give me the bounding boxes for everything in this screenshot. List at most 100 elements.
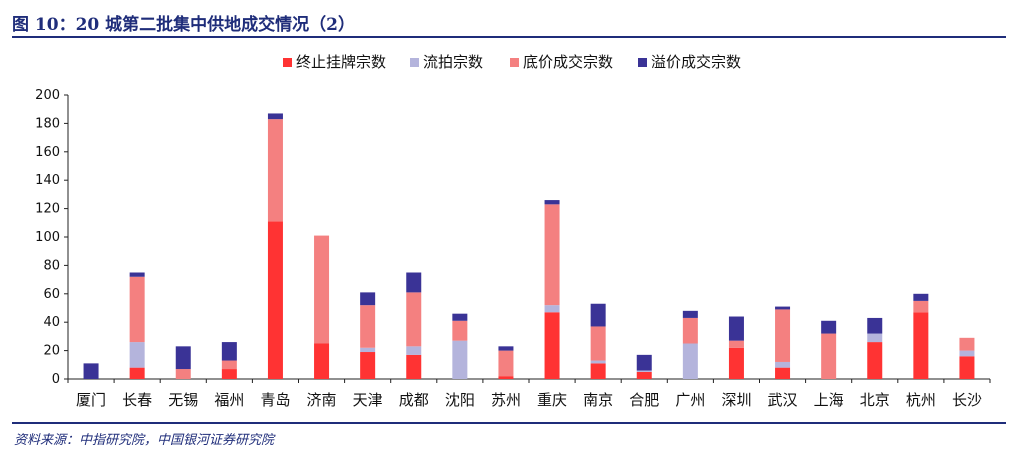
bar-杭州-series-3	[913, 293, 929, 301]
bar-成都-series-3	[406, 272, 422, 293]
bar-上海-series-3	[821, 320, 837, 334]
x-category-label: 上海	[814, 391, 844, 409]
bar-苏州-series-0	[498, 376, 514, 379]
legend-label-0: 终止挂牌宗数	[296, 53, 386, 71]
x-category-label: 厦门	[76, 391, 106, 409]
x-category-label: 福州	[214, 391, 244, 409]
bar-深圳-series-3	[728, 316, 744, 341]
bar-青岛-series-2	[267, 119, 283, 222]
bar-福州-series-0	[221, 369, 237, 379]
bar-成都-series-1	[406, 346, 422, 355]
stacked-bar-chart: 0 20 40 60 80 100 120 140 160 180 200 厦门 长春 无锡 福州 青岛 济南天…	[35, 53, 991, 409]
bar-杭州-series-2	[913, 300, 929, 313]
bar-厦门-series-3	[83, 363, 99, 379]
bar-福州-series-2	[221, 360, 237, 370]
bar-深圳-series-0	[728, 347, 744, 379]
x-category-label: 长沙	[952, 391, 982, 409]
bar-上海-series-2	[821, 333, 837, 379]
x-category-label: 天津	[353, 391, 383, 409]
bar-苏州-series-3	[498, 346, 514, 351]
y-tick-label: 60	[43, 287, 60, 302]
x-category-label: 广州	[675, 391, 705, 409]
legend-label-3: 溢价成交宗数	[651, 53, 741, 71]
bar-青岛-series-3	[267, 113, 283, 120]
x-category-label: 武汉	[768, 391, 798, 409]
bar-南京-series-3	[590, 303, 606, 327]
y-tick-label: 140	[35, 173, 60, 188]
x-category-label: 苏州	[491, 391, 521, 409]
legend-swatch-1	[410, 58, 419, 67]
bar-沈阳-series-2	[452, 320, 468, 341]
x-category-label: 杭州	[906, 391, 936, 409]
bar-天津-series-0	[360, 352, 376, 379]
x-category-label: 合肥	[629, 391, 659, 409]
legend-swatch-2	[510, 58, 519, 67]
bar-广州-series-3	[682, 310, 698, 318]
bar-沈阳-series-3	[452, 313, 468, 321]
y-tick-label: 20	[43, 344, 60, 359]
bar-北京-series-3	[867, 317, 883, 334]
bar-合肥-series-0	[636, 371, 652, 379]
legend-swatch-0	[283, 58, 292, 67]
bar-重庆-series-2	[544, 204, 560, 306]
bar-武汉-series-3	[775, 306, 791, 310]
bar-无锡-series-2	[175, 369, 191, 379]
bar-济南-series-2	[314, 235, 330, 344]
bar-天津-series-2	[360, 305, 376, 348]
bar-无锡-series-3	[175, 346, 191, 370]
x-category-label: 南京	[583, 391, 613, 409]
bar-沈阳-series-1	[452, 340, 468, 379]
bar-重庆-series-1	[544, 305, 560, 313]
bar-武汉-series-0	[775, 367, 791, 379]
bar-天津-series-1	[360, 347, 376, 353]
x-category-label: 成都	[399, 391, 429, 409]
figure-source: 资料来源：中指研究院，中国银河证券研究院	[14, 433, 275, 448]
bar-长沙-series-2	[959, 337, 975, 351]
bar-杭州-series-0	[913, 312, 929, 379]
bar-武汉-series-2	[775, 309, 791, 362]
x-category-label: 深圳	[721, 391, 751, 409]
bar-成都-series-0	[406, 354, 422, 379]
bar-北京-series-1	[867, 333, 883, 343]
bottom-rule	[12, 422, 1006, 424]
legend-label-1: 流拍宗数	[423, 53, 483, 71]
bar-济南-series-0	[314, 343, 330, 379]
y-tick-label: 200	[35, 88, 60, 103]
bar-北京-series-0	[867, 342, 883, 379]
x-category-label: 重庆	[537, 391, 567, 409]
x-category-label: 青岛	[260, 391, 290, 409]
bar-苏州-series-2	[498, 350, 514, 377]
top-rule	[12, 36, 1006, 38]
figure-header: 图 10：20 城第二批集中供地成交情况（2）	[12, 8, 1006, 35]
x-category-label: 长春	[122, 391, 152, 409]
x-category-label: 济南	[307, 391, 337, 409]
bar-长春-series-1	[129, 342, 145, 368]
figure-title: 图 10：20 城第二批集中供地成交情况（2）	[12, 15, 355, 35]
y-tick-label: 40	[43, 315, 60, 330]
y-tick-label: 80	[43, 258, 60, 273]
bar-深圳-series-2	[728, 340, 744, 348]
bar-合肥-series-3	[636, 354, 652, 371]
y-tick-label: 0	[52, 372, 60, 387]
y-tick-label: 180	[35, 116, 60, 131]
bar-长春-series-0	[129, 367, 145, 379]
x-category-label: 无锡	[168, 391, 198, 409]
bar-青岛-series-0	[267, 221, 283, 379]
y-tick-label: 160	[35, 145, 60, 160]
bar-长沙-series-1	[959, 350, 975, 357]
legend-label-2: 底价成交宗数	[523, 53, 613, 71]
bar-天津-series-3	[360, 292, 376, 306]
y-tick-label: 120	[35, 202, 60, 217]
bar-重庆-series-0	[544, 312, 560, 379]
y-tick-label: 100	[35, 230, 60, 245]
legend-swatch-3	[638, 58, 647, 67]
bar-广州-series-2	[682, 317, 698, 344]
bar-成都-series-2	[406, 292, 422, 347]
bar-南京-series-1	[590, 360, 606, 364]
x-category-label: 北京	[860, 391, 890, 409]
bar-重庆-series-3	[544, 200, 560, 205]
x-category-label: 沈阳	[445, 391, 475, 409]
bar-福州-series-3	[221, 342, 237, 361]
bar-长春-series-2	[129, 276, 145, 343]
bar-武汉-series-1	[775, 361, 791, 368]
